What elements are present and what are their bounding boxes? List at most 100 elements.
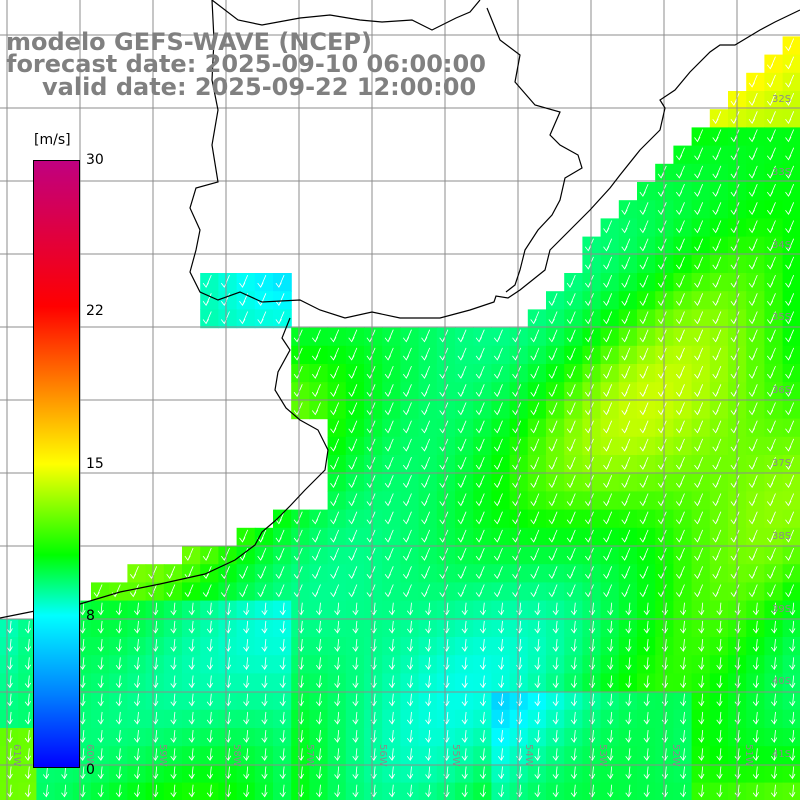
wind-speed-cell	[709, 236, 729, 256]
wind-arrow	[475, 493, 485, 507]
wind-arrow	[402, 456, 412, 470]
wind-arrow	[789, 675, 796, 689]
wind-speed-cell	[655, 491, 674, 511]
wind-speed-cell	[709, 782, 729, 800]
wind-speed-cell	[527, 691, 547, 711]
wind-arrow	[461, 602, 468, 616]
wind-speed-cell	[691, 491, 711, 511]
wind-speed-cell	[673, 691, 693, 711]
wind-arrow	[770, 693, 778, 707]
wind-arrow	[239, 529, 249, 543]
wind-speed-cell	[564, 273, 583, 292]
wind-speed-cell	[655, 236, 674, 256]
wind-arrow	[334, 657, 341, 671]
wind-arrow	[675, 584, 685, 598]
wind-speed-cell	[382, 782, 401, 800]
wind-speed-cell	[382, 564, 401, 583]
wind-arrow	[115, 675, 122, 689]
wind-speed-cell	[618, 218, 638, 238]
wind-arrow	[479, 784, 486, 798]
wind-arrow	[475, 511, 485, 525]
wind-speed-cell	[309, 618, 329, 638]
longitude-label: 61W	[11, 744, 22, 767]
wind-speed-cell	[527, 400, 547, 420]
wind-speed-cell	[746, 709, 765, 729]
wind-speed-cell	[655, 182, 674, 201]
wind-speed-cell	[509, 327, 529, 347]
wind-arrow	[61, 784, 68, 798]
wind-speed-cell	[709, 127, 729, 147]
wind-speed-cell	[400, 691, 420, 711]
wind-arrow	[170, 730, 177, 743]
wind-speed-cell	[491, 546, 511, 565]
wind-arrow	[348, 384, 358, 398]
wind-arrow	[479, 693, 486, 707]
wind-arrow	[712, 274, 722, 288]
wind-speed-cell	[637, 218, 656, 238]
wind-speed-cell	[455, 382, 474, 401]
wind-arrow	[475, 365, 485, 379]
wind-speed-cell	[746, 236, 765, 256]
wind-speed-cell	[582, 746, 602, 765]
wind-arrow	[97, 711, 104, 725]
wind-arrow	[384, 493, 394, 507]
wind-speed-cell	[764, 127, 784, 147]
wind-arrow	[475, 402, 485, 416]
wind-arrow	[548, 402, 558, 416]
wind-arrow	[552, 657, 559, 671]
wind-arrow	[206, 711, 213, 725]
wind-speed-cell	[673, 400, 693, 420]
wind-speed-cell	[691, 436, 711, 456]
wind-speed-cell	[273, 564, 292, 583]
wind-speed-cell	[327, 509, 347, 529]
wind-speed-cell	[473, 782, 492, 800]
wind-arrow	[402, 529, 412, 543]
wind-arrow	[79, 730, 86, 743]
wind-arrow	[133, 730, 141, 743]
wind-speed-cell	[473, 655, 492, 674]
wind-speed-cell	[691, 637, 711, 656]
wind-arrow	[766, 147, 776, 161]
wind-arrow	[493, 438, 503, 452]
wind-speed-cell	[473, 400, 492, 420]
wind-speed-cell	[564, 364, 583, 383]
wind-speed-cell	[709, 382, 729, 401]
wind-arrow	[770, 766, 778, 780]
wind-arrow	[457, 347, 467, 361]
wind-speed-cell	[291, 327, 310, 347]
wind-arrow	[625, 639, 632, 652]
wind-arrow	[766, 547, 776, 561]
wind-arrow	[734, 766, 741, 780]
wind-arrow	[675, 529, 685, 543]
wind-arrow	[694, 547, 704, 561]
wind-speed-cell	[273, 637, 292, 656]
wind-speed-cell	[382, 746, 401, 765]
wind-speed-cell	[509, 564, 529, 583]
wind-arrow	[425, 766, 432, 780]
wind-speed-cell	[637, 637, 656, 656]
wind-speed-cell	[691, 527, 711, 547]
wind-arrow	[752, 766, 759, 780]
wind-arrow	[402, 365, 412, 379]
wind-speed-cell	[364, 673, 383, 693]
wind-speed-cell	[782, 327, 800, 347]
wind-arrow	[421, 402, 431, 416]
wind-speed-cell	[491, 600, 511, 620]
wind-speed-cell	[145, 673, 165, 693]
wind-speed-cell	[600, 709, 620, 729]
wind-speed-cell	[600, 436, 620, 456]
wind-speed-cell	[291, 637, 310, 656]
wind-arrow	[679, 730, 687, 743]
wind-arrow	[643, 784, 650, 798]
wind-arrow	[770, 602, 778, 616]
wind-speed-cell	[527, 782, 547, 800]
wind-speed-cell	[655, 418, 674, 438]
wind-speed-cell	[309, 345, 329, 365]
wind-arrow	[643, 639, 650, 652]
wind-arrow	[607, 748, 614, 762]
wind-arrow	[766, 511, 776, 525]
wind-speed-cell	[782, 400, 800, 420]
wind-arrow	[698, 657, 705, 671]
wind-speed-cell	[600, 637, 620, 656]
wind-speed-cell	[309, 400, 329, 420]
